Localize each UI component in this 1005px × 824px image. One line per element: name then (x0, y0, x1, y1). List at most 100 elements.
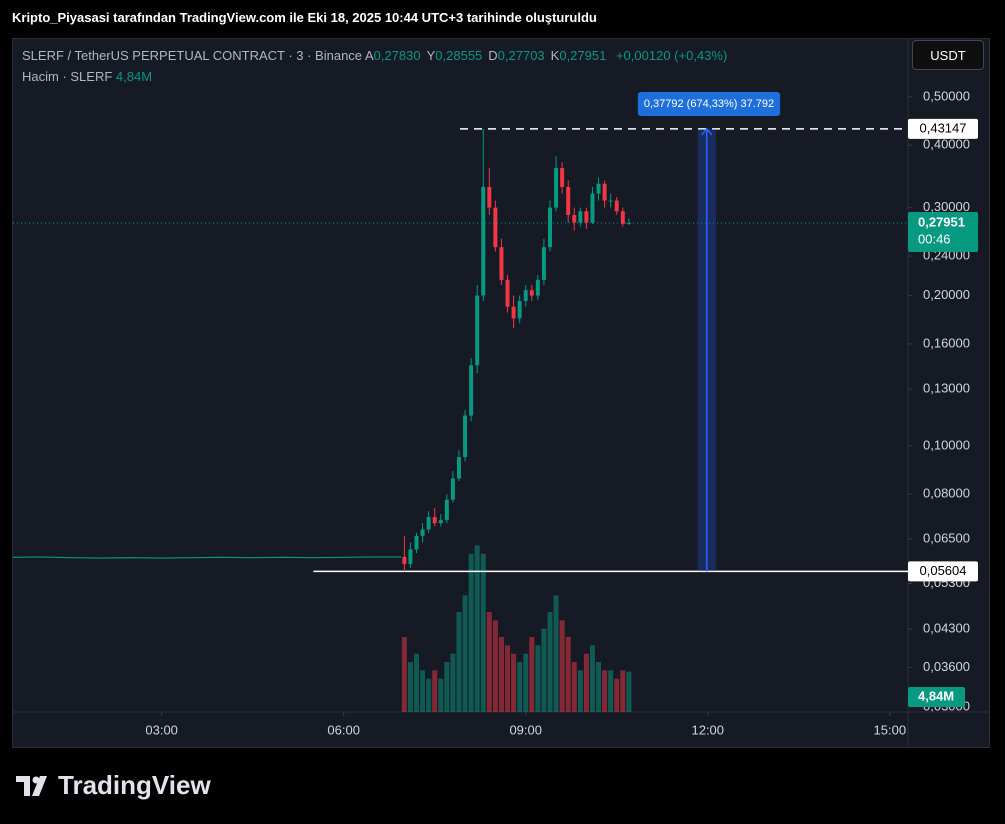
volume-bar (462, 595, 468, 712)
last-price-box (908, 211, 978, 252)
measure-arrowhead (701, 127, 713, 136)
price-line-early (12, 556, 402, 559)
candle-body (493, 207, 498, 248)
candle-body (402, 556, 407, 564)
volume-bar (474, 545, 480, 712)
volume-bar (401, 637, 407, 712)
y-tick-label: 0,40000 (923, 137, 970, 152)
volume-bar (511, 653, 517, 712)
volume-bar (468, 553, 474, 712)
volume-bar (529, 637, 535, 712)
candle-body (566, 186, 571, 215)
candle-body (481, 186, 486, 296)
volume-label-box (908, 687, 965, 707)
y-tick-label: 0,30000 (923, 199, 970, 214)
volume-bar (407, 662, 413, 712)
candle-body (511, 306, 516, 319)
volume-bar (486, 612, 492, 712)
ohlc-value: 0,27703 (497, 48, 545, 63)
ohlc-label: Y (426, 48, 436, 63)
candle-body (432, 517, 437, 524)
symbol: SLERF / TetherUS PERPETUAL CONTRACT · 3 … (22, 48, 363, 63)
candle-body (408, 549, 413, 564)
candle-body (614, 200, 619, 212)
chart-panel (12, 38, 990, 748)
candle-body (456, 456, 461, 479)
candle-body (572, 214, 577, 223)
volume-bar (577, 670, 583, 712)
candle-body (438, 520, 443, 524)
y-tick-label: 0,13000 (923, 380, 970, 395)
volume-bar (535, 645, 541, 712)
candle-body (596, 183, 601, 194)
volume-bar (444, 662, 450, 712)
volume-bar (505, 645, 511, 712)
volume-bar (608, 670, 614, 712)
y-tick-label: 0,08000 (923, 486, 970, 501)
candle-body (499, 247, 504, 280)
volume-bar (456, 612, 462, 712)
x-tick-label: 03:00 (145, 722, 178, 737)
logo-text: TradingView (58, 770, 211, 800)
candle-body (608, 200, 613, 202)
price-label-box (908, 118, 978, 139)
legend: SLERF / TetherUS PERPETUAL CONTRACT · 3 … (22, 45, 727, 87)
candle-body (626, 222, 631, 224)
y-tick-label: 0,16000 (923, 335, 970, 350)
measure-label: 0,37792 (674,33%) 37.792 (644, 98, 774, 110)
volume-label: Hacim · SLERF (22, 69, 113, 84)
volume-bar (602, 670, 608, 712)
ohlc-label: D (488, 48, 498, 63)
volume-bar (420, 670, 426, 712)
candle-body (420, 529, 425, 536)
volume-bar (614, 678, 620, 712)
ohlc-value: 0,27830 (373, 48, 421, 63)
candle-body (475, 295, 480, 366)
volume-bar (547, 612, 553, 712)
ohlc: A0,27830 Y0,28555 D0,27703 K0,27951 (365, 48, 612, 63)
x-tick-label: 06:00 (327, 722, 360, 737)
measure-label-box (637, 92, 781, 116)
candle-body (523, 290, 528, 302)
volume-bar (571, 662, 577, 712)
candle-body (548, 207, 552, 248)
y-tick-label: 0,03600 (923, 659, 970, 674)
candle-body (505, 279, 510, 307)
volume-bar (583, 653, 589, 712)
volume-bar (553, 595, 559, 712)
volume-axis-label: 4,84M (918, 688, 954, 703)
candle-body (444, 499, 449, 521)
y-tick-label: 0,10000 (923, 437, 970, 452)
volume-bar (626, 671, 632, 712)
candle-body (463, 415, 468, 457)
countdown: 00:46 (918, 231, 951, 246)
candle-body (541, 247, 546, 280)
candle-body (517, 301, 522, 319)
volume-bar (414, 653, 420, 712)
candle-body (529, 290, 534, 296)
candle-body (554, 168, 559, 208)
candle-body (535, 279, 540, 296)
x-tick-label: 12:00 (691, 722, 724, 737)
currency-button[interactable]: USDT (912, 40, 984, 70)
volume-bar (565, 637, 571, 712)
volume-bar (523, 653, 529, 712)
change: +0,00120 (+0,43%) (615, 48, 728, 63)
last-price-label: 0,27951 (918, 214, 965, 229)
candle-body (584, 211, 589, 223)
caption: Kripto_Piyasasi tarafından TradingView.c… (12, 10, 597, 25)
ohlc-label: K (550, 48, 560, 63)
ohlc-value: 0,28555 (435, 48, 483, 63)
volume-value: 4,84M (115, 69, 153, 84)
y-tick-label: 0,20000 (923, 287, 970, 302)
volume-bar (450, 653, 456, 712)
legend-row: SLERF / TetherUS PERPETUAL CONTRACT · 3 … (22, 45, 727, 66)
volume-bar (541, 628, 547, 712)
x-tick-label: 09:00 (509, 722, 542, 737)
ohlc-value: 0,27951 (559, 48, 607, 63)
candle-body (487, 186, 492, 208)
candle-body (590, 193, 595, 223)
logo-icon (16, 775, 47, 796)
